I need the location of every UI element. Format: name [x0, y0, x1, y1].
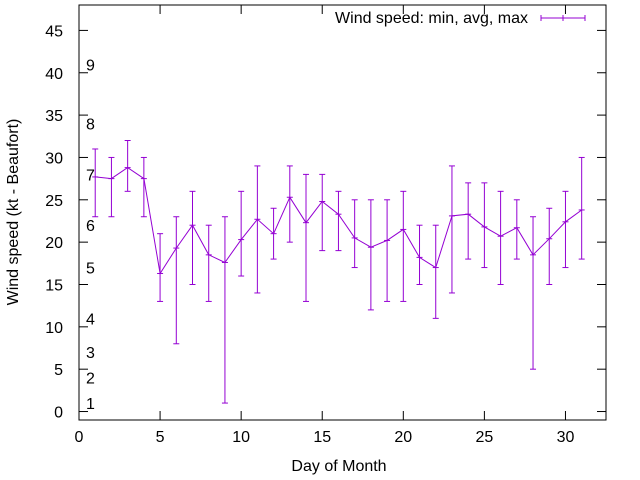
errorbar [140, 156, 147, 218]
y-tick-label: 15 [45, 277, 63, 294]
errorbar [303, 173, 310, 302]
errorbar [416, 224, 423, 285]
legend: Wind speed: min, avg, max [335, 10, 586, 27]
errorbar [108, 156, 115, 218]
errorbar [286, 165, 293, 243]
errorbar [578, 156, 585, 260]
y-tick-label: 0 [54, 405, 63, 422]
x-tick-label: 25 [475, 429, 493, 446]
errorbar [319, 173, 326, 252]
errorbar [254, 165, 261, 294]
y-tick-label: 10 [45, 320, 63, 337]
errorbar [448, 165, 455, 294]
errorbar [432, 224, 439, 319]
beaufort-label: 2 [86, 371, 95, 388]
errorbar [367, 199, 374, 311]
y-tick-label: 30 [45, 150, 63, 167]
y-tick-label: 20 [45, 235, 63, 252]
errorbar [351, 199, 358, 269]
x-tick-label: 20 [394, 429, 412, 446]
errorbar [221, 216, 228, 404]
y-axis-label: Wind speed (kt - Beaufort) [5, 119, 22, 306]
errorbar [481, 182, 488, 269]
beaufort-scale-labels: 1 2 3 4 5 6 7 8 9 [86, 57, 95, 413]
errorbar [400, 190, 407, 302]
beaufort-label: 1 [86, 396, 95, 413]
y-tick-label: 5 [54, 362, 63, 379]
errorbar [157, 233, 164, 302]
x-tick-label: 10 [232, 429, 250, 446]
beaufort-label: 8 [86, 117, 95, 134]
y-tick-label: 40 [45, 66, 63, 83]
errorbar [124, 140, 131, 192]
beaufort-label: 9 [86, 57, 95, 74]
x-axis-label: Day of Month [291, 458, 386, 475]
beaufort-label: 3 [86, 345, 95, 362]
errorbar [497, 190, 504, 285]
x-tick-label: 15 [313, 429, 331, 446]
x-tick-label: 5 [156, 429, 165, 446]
errorbar [384, 199, 391, 302]
beaufort-label: 7 [86, 167, 95, 184]
x-axis-ticks: 0 5 10 15 20 25 30 [75, 5, 575, 446]
beaufort-label: 4 [86, 311, 95, 328]
legend-sample [540, 15, 586, 21]
avg-series-line [95, 166, 582, 275]
errorbar [238, 190, 245, 277]
errorbar [530, 216, 537, 370]
beaufort-label: 6 [86, 218, 95, 235]
y-tick-label: 45 [45, 23, 63, 40]
error-bars [92, 140, 585, 404]
errorbar [513, 199, 520, 260]
errorbar [546, 207, 553, 285]
x-tick-label: 0 [75, 429, 84, 446]
plot-frame [78, 4, 607, 421]
y-tick-label: 35 [45, 108, 63, 125]
y-tick-label: 25 [45, 193, 63, 210]
beaufort-label: 5 [86, 261, 95, 278]
errorbar [465, 182, 472, 260]
errorbar [562, 190, 569, 269]
legend-label: Wind speed: min, avg, max [335, 10, 528, 27]
errorbar [189, 190, 196, 285]
x-tick-label: 30 [557, 429, 575, 446]
errorbar [173, 216, 180, 345]
errorbar [335, 190, 342, 252]
errorbar [205, 224, 212, 302]
